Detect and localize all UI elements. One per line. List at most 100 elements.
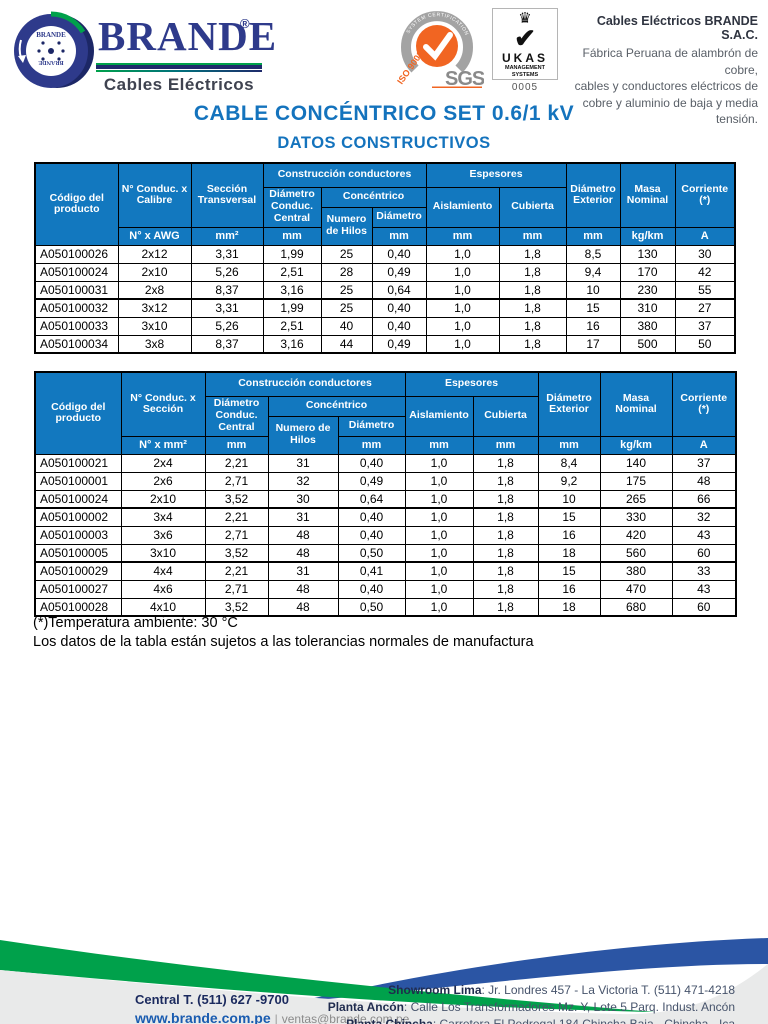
table-cell: 32 xyxy=(267,471,339,491)
table-cell: 1,0 xyxy=(404,453,474,473)
table-cell: 48 xyxy=(267,579,339,599)
brande-logo: BRANDE BRANDE BRANDE ® Cables Eléctricos xyxy=(12,8,276,94)
table-cell: A050100024 xyxy=(34,489,122,509)
ukas-subtitle-1: MANAGEMENT xyxy=(504,64,546,71)
table-row: A050100003 3x6 2,71 48 0,40 1,0 1,8 16 420 43 xyxy=(34,525,737,545)
table-cell: 0,40 xyxy=(371,298,427,318)
unit-masa: kg/km xyxy=(599,435,673,455)
table-cell: 330 xyxy=(599,507,673,527)
company-description-line: Fábrica Peruana de alambrón de cobre, xyxy=(582,46,758,77)
table-cell: 10 xyxy=(537,489,601,509)
table-cell: A050100026 xyxy=(34,244,119,264)
table-cell: A050100032 xyxy=(34,298,119,318)
table-cell: 4x6 xyxy=(120,579,206,599)
unit-diam-ext: mm xyxy=(565,226,621,246)
table-cell: 16 xyxy=(565,316,621,336)
table-cell: 2,51 xyxy=(262,262,322,282)
table-cell: 8,5 xyxy=(565,244,621,264)
table-cell: 4x10 xyxy=(120,597,206,617)
cable-reel-icon: BRANDE BRANDE xyxy=(14,11,94,88)
footer-central-phone: Central T. (511) 627 -9700 xyxy=(135,992,289,1007)
ukas-number: 0005 xyxy=(511,82,539,93)
table-cell: 9,2 xyxy=(537,471,601,491)
table-cell: 10 xyxy=(565,280,621,300)
table-cell: 30 xyxy=(674,244,736,264)
footer-location-value: : Calle Los Transformadores Mz. Y, Lote … xyxy=(403,1000,735,1014)
table-cell: 0,49 xyxy=(371,262,427,282)
table-cell: A050100002 xyxy=(34,507,122,527)
table-cell: 17 xyxy=(565,334,621,354)
table-cell: 2,71 xyxy=(204,579,269,599)
footer-location-value: : Carretera El Pedregal 184 Chincha Baja… xyxy=(432,1017,735,1024)
table-cell: 15 xyxy=(565,298,621,318)
table-cell: 2x12 xyxy=(117,244,192,264)
header-masa: Masa Nominal xyxy=(599,371,673,437)
table-cell: 0,40 xyxy=(371,244,427,264)
table-awg: Código del producto N° Conduc. x Calibre… xyxy=(34,162,737,354)
table-row: A050100005 3x10 3,52 48 0,50 1,0 1,8 18 560 60 xyxy=(34,543,737,563)
footer-website-link[interactable]: www.brande.com.pe xyxy=(135,1010,271,1024)
header-num-hilos: Numero de Hilos xyxy=(320,206,373,246)
table-cell: 1,8 xyxy=(498,244,567,264)
table-cell: A050100003 xyxy=(34,525,122,545)
table-cell: 140 xyxy=(599,453,673,473)
table-cell: 1,8 xyxy=(498,334,567,354)
unit-conduc: N° x AWG xyxy=(117,226,192,246)
table-cell: 31 xyxy=(267,507,339,527)
table-cell: 2,71 xyxy=(204,471,269,491)
table-cell: 2,21 xyxy=(204,561,269,581)
header-construccion: Construcción conductores xyxy=(262,162,427,188)
table-row: A050100001 2x6 2,71 32 0,49 1,0 1,8 9,2 175 48 xyxy=(34,471,737,491)
ukas-subtitle-2: SYSTEMS xyxy=(511,71,539,78)
header-corriente: Corriente (*) xyxy=(674,162,736,228)
table-cell: 265 xyxy=(599,489,673,509)
unit-cubierta: mm xyxy=(472,435,539,455)
table-cell: 15 xyxy=(537,561,601,581)
sgs-label: SGS xyxy=(445,68,484,90)
footer-location-line: Planta Chincha: Carretera El Pedregal 18… xyxy=(328,1016,735,1024)
table-cell: 32 xyxy=(671,507,737,527)
table-cell: 3x6 xyxy=(120,525,206,545)
table-cell: 37 xyxy=(674,316,736,336)
table-cell: 0,64 xyxy=(371,280,427,300)
table-mm2: Código del producto N° Conduc. x Sección… xyxy=(34,371,738,617)
table-cell: 3x4 xyxy=(120,507,206,527)
unit-diametro: mm xyxy=(371,226,427,246)
table-cell: 310 xyxy=(619,298,676,318)
unit-masa: kg/km xyxy=(619,226,676,246)
table-cell: 0,49 xyxy=(337,471,406,491)
table-cell: 40 xyxy=(320,316,373,336)
registered-mark: ® xyxy=(240,16,250,31)
header-codigo: Código del producto xyxy=(34,371,122,455)
footer-location-label: Showroom Lima xyxy=(388,983,482,997)
footer-email-link[interactable]: ventas@brande.com.pe xyxy=(281,1012,410,1024)
table-cell: 37 xyxy=(671,453,737,473)
table-mm2-body: A050100021 2x4 2,21 31 0,40 1,0 1,8 8,4 140 37 A05… xyxy=(34,453,737,617)
header-concentrico: Concéntrico xyxy=(320,186,427,208)
header-aislamiento: Aislamiento xyxy=(425,186,500,228)
table-cell: 16 xyxy=(537,579,601,599)
table-row: A050100033 3x10 5,26 2,51 40 0,40 1,0 1,8 16 380 3… xyxy=(34,316,736,336)
table-cell: A050100005 xyxy=(34,543,122,563)
table-cell: 0,49 xyxy=(371,334,427,354)
table-cell: 560 xyxy=(599,543,673,563)
table-cell: 50 xyxy=(674,334,736,354)
table-row: A050100021 2x4 2,21 31 0,40 1,0 1,8 8,4 140 37 xyxy=(34,453,737,473)
header-masa: Masa Nominal xyxy=(619,162,676,228)
table-cell: 3,31 xyxy=(190,298,264,318)
table-cell: 0,40 xyxy=(337,507,406,527)
table-row: A050100002 3x4 2,21 31 0,40 1,0 1,8 15 330 32 xyxy=(34,507,737,527)
table-cell: 8,37 xyxy=(190,280,264,300)
footer-location-line: Planta Ancón: Calle Los Transformadores … xyxy=(328,999,735,1016)
table-cell: 470 xyxy=(599,579,673,599)
table-cell: 1,0 xyxy=(425,298,500,318)
table-notes: (*)Temperatura ambiente: 30 °C Los datos… xyxy=(33,614,534,652)
brand-wordmark: BRANDE xyxy=(98,13,278,59)
header-num-hilos: Numero de Hilos xyxy=(267,415,339,455)
table-cell: 48 xyxy=(671,471,737,491)
unit-diametro: mm xyxy=(337,435,406,455)
header-diam-central: Diámetro Conduc. Central xyxy=(204,395,269,437)
header-espesores: Espesores xyxy=(404,371,539,397)
header-codigo: Código del producto xyxy=(34,162,119,246)
